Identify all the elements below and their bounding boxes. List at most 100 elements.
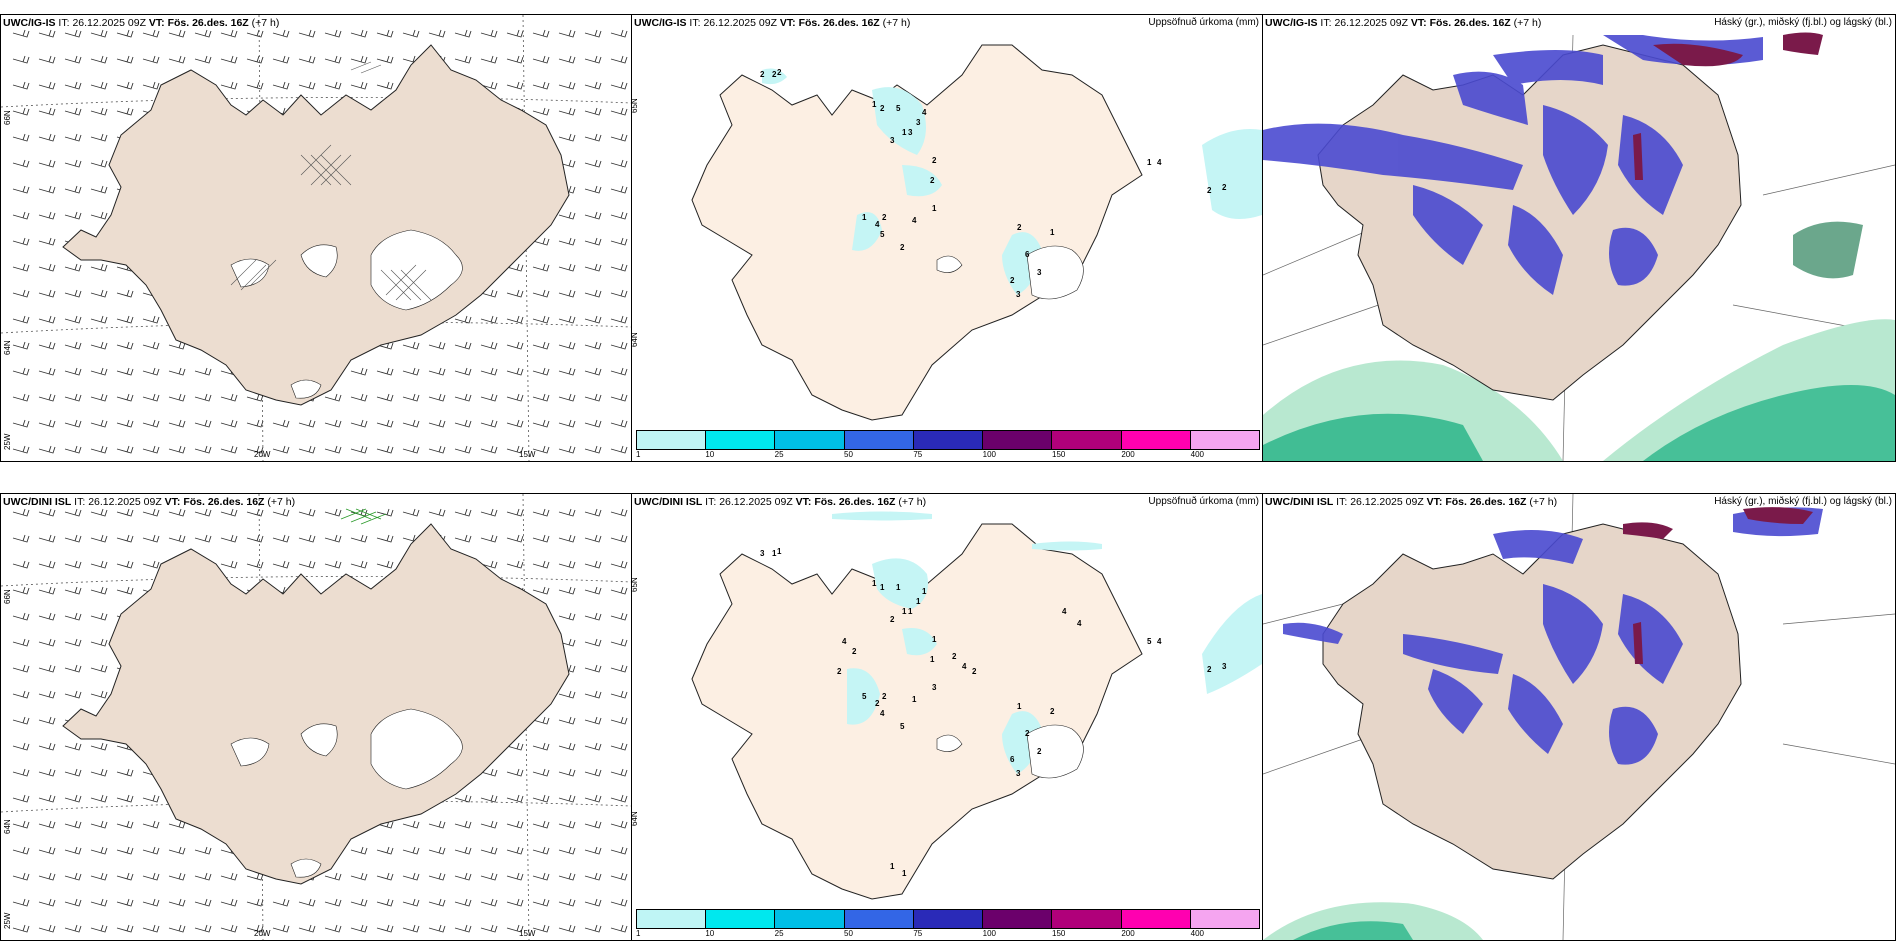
map-bottom-cloud (1263, 494, 1895, 940)
station-value: 2 (777, 68, 782, 77)
station-value: 2 (852, 647, 857, 656)
it-value: 26.12.2025 09Z (1334, 17, 1408, 29)
station-value: 4 (912, 216, 917, 225)
iceland-land (62, 44, 570, 406)
panel-header: UWC/DINI ISL IT: 26.12.2025 09Z VT: Fös.… (1265, 496, 1557, 508)
station-value: 2 (760, 70, 765, 79)
station-value: 1 (896, 583, 901, 592)
station-value: 3 (932, 683, 937, 692)
vt-value: Fös. 26.des. 16Z (183, 496, 265, 508)
lat-label: 65N (631, 98, 639, 113)
station-value: 1 (880, 583, 885, 592)
station-value: 2 (772, 70, 777, 79)
lead-time: (+7 h) (1529, 496, 1558, 508)
station-value: 4 (1062, 607, 1067, 616)
colorbar-swatch (913, 431, 984, 449)
it-label: IT: (74, 496, 86, 508)
lead-time: (+7 h) (251, 17, 280, 29)
colorbar-tick: 1 (636, 450, 641, 459)
panel-bottom-wind: UWC/DINI ISL IT: 26.12.2025 09Z VT: Fös.… (0, 493, 632, 941)
it-label: IT: (1336, 496, 1348, 508)
colorbar-ticks: 1 10 25 50 75 100 150 200 400 (636, 450, 1260, 461)
station-value: 1 (777, 547, 782, 556)
it-label: IT: (1320, 17, 1332, 29)
station-value: 2 (1207, 665, 1212, 674)
station-value: 3 (916, 118, 921, 127)
colorbar-tick: 400 (1190, 929, 1205, 938)
it-value: 26.12.2025 09Z (719, 496, 793, 508)
precip-areas (762, 68, 1262, 295)
station-value: 2 (875, 699, 880, 708)
colorbar-tick: 1 (636, 929, 641, 938)
colorbar-tick: 100 (982, 450, 997, 459)
station-value: 2 (1037, 747, 1042, 756)
colorbar-tick: 150 (1052, 450, 1066, 459)
vt-label: VT: (164, 496, 181, 508)
station-value: 6 (1025, 250, 1030, 259)
station-value: 2 (880, 104, 885, 113)
station-value: 2 (1207, 186, 1212, 195)
lat-label: 66N (3, 110, 12, 125)
vt-label: VT: (1410, 17, 1427, 29)
station-value: 1 (872, 100, 877, 109)
station-value: 1 (862, 213, 867, 222)
vt-label: VT: (1426, 496, 1443, 508)
lat-label: 66N (3, 589, 12, 604)
lead-time: (+7 h) (882, 17, 911, 29)
colorbar-swatch (844, 431, 914, 449)
colorbar-tick: 25 (774, 450, 784, 459)
glacier-myrdalsjokull (290, 379, 322, 399)
lat-label: 64N (631, 811, 639, 826)
model-name: UWC/IG-IS (3, 17, 56, 29)
colorbar-tick: 10 (705, 929, 715, 938)
it-value: 26.12.2025 09Z (72, 17, 146, 29)
station-value: 4 (1157, 637, 1162, 646)
colorbar-tick: 400 (1190, 450, 1205, 459)
station-value: 2 (1050, 707, 1055, 716)
station-value: 6 (1010, 755, 1015, 764)
lon-label: 20W (254, 929, 271, 938)
colorbar-tick: 10 (705, 450, 715, 459)
it-label: IT: (705, 496, 717, 508)
colorbar-swatch (1121, 431, 1191, 449)
station-value: 4 (842, 637, 847, 646)
colorbar-swatch (983, 431, 1053, 449)
colorbar-swatch (775, 910, 845, 928)
station-value: 2 (1222, 183, 1227, 192)
colorbar-swatch (775, 431, 845, 449)
station-value: 1 (1147, 158, 1152, 167)
model-name: UWC/IG-IS (1265, 17, 1318, 29)
station-value: 5 (862, 692, 867, 701)
station-value: 4 (880, 709, 885, 718)
colorbar-swatch (1190, 431, 1259, 449)
colorbar-swatch (983, 910, 1053, 928)
colorbar (636, 909, 1260, 929)
vt-value: Fös. 26.des. 16Z (798, 17, 880, 29)
hatched-precip (230, 61, 432, 301)
colorbar-swatch (913, 910, 984, 928)
station-value: 1 (930, 655, 935, 664)
model-name: UWC/DINI ISL (3, 496, 72, 508)
station-value: 3 (1222, 662, 1227, 671)
station-value: 4 (875, 220, 880, 229)
vt-value: Fös. 26.des. 16Z (1445, 496, 1527, 508)
lon-label: 15W (519, 450, 536, 459)
panel-title: Háský (gr.), miðský (fj.bl.) og lágský (… (1714, 496, 1892, 507)
it-value: 26.12.2025 09Z (88, 496, 162, 508)
panel-header: UWC/DINI ISL IT: 26.12.2025 09Z VT: Fös.… (634, 496, 926, 508)
station-value: 5 (880, 230, 885, 239)
station-value: 5 (1147, 637, 1152, 646)
glacier-vatnajokull (370, 229, 463, 311)
station-value: 4 (962, 662, 967, 671)
station-value: 3 (890, 136, 895, 145)
colorbar-tick: 75 (913, 450, 923, 459)
colorbar-tick: 25 (774, 929, 784, 938)
station-value: 1 (922, 587, 927, 596)
station-value: 2 (1010, 276, 1015, 285)
vt-label: VT: (779, 17, 796, 29)
vt-label: VT: (148, 17, 165, 29)
station-value: 2 (930, 176, 935, 185)
